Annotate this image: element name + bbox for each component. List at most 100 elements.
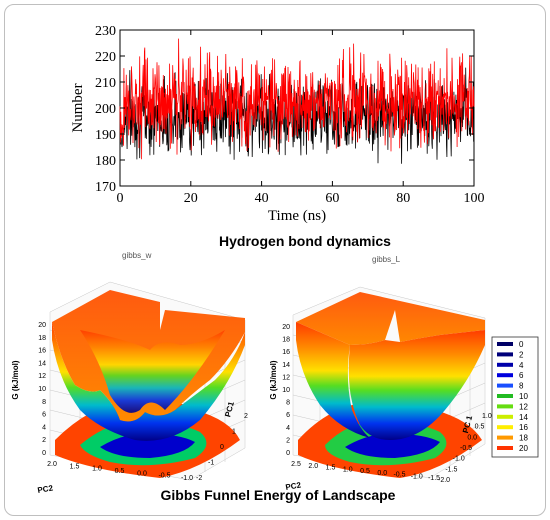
x-tick-label: 1.0 (343, 466, 353, 473)
z-tick-label: 12 (282, 374, 290, 381)
y-tick-label: 190 (95, 128, 116, 143)
surface-funnel (80, 330, 225, 413)
z-tick-label: 20 (38, 322, 46, 329)
y-tick-label: 230 (95, 24, 116, 39)
colorbar-level-label: 10 (519, 392, 528, 401)
z-axis-label: G (kJ/mol) (269, 360, 278, 399)
z-tick-label: 14 (282, 362, 290, 369)
z-tick-label: 16 (282, 349, 290, 356)
z-tick-label: 4 (42, 424, 46, 431)
z-tick-label: 12 (38, 373, 46, 380)
hbond-line-chart: 0 20 40 60 80 100 170 180 190 200 210 220 230 Time (… (70, 24, 485, 224)
colorbar-level-label: 4 (519, 361, 524, 370)
y-tick-label: -1 (208, 460, 214, 467)
x-tick-label: -1.5 (428, 475, 440, 482)
x-tick-label: 0.5 (115, 468, 125, 475)
colorbar-level-label: 12 (519, 402, 528, 411)
z-tick-label: 6 (286, 412, 290, 419)
colorbar-level-label: 18 (519, 434, 528, 443)
x-tick-label: 2.0 (47, 461, 57, 468)
bottom-caption: Gibbs Funnel Energy of Landscape (161, 487, 396, 503)
y-tick-label: 2 (244, 413, 248, 420)
y-tick-label: 1 (232, 429, 236, 436)
y-axis-ticks: -2.0 -1.5 -1.0 -0.5 0.0 0.5 1.0 (438, 413, 492, 484)
x-tick-label: 0.0 (377, 470, 387, 477)
x-tick-label: 0 (117, 191, 124, 206)
z-tick-label: 18 (38, 335, 46, 342)
x-tick-label: 0.5 (360, 468, 370, 475)
z-tick-label: 16 (38, 348, 46, 355)
line-axes: 0 20 40 60 80 100 170 180 190 200 210 220 230 (95, 24, 485, 206)
x-tick-label: -1.0 (411, 473, 423, 480)
x-tick-label: 2.0 (308, 463, 318, 470)
x-tick-label: 1.0 (92, 466, 102, 473)
colorbar-swatch (497, 446, 513, 450)
x-tick-label: 80 (396, 191, 410, 206)
surface-wall-left (296, 322, 370, 438)
y-tick-label: -0.5 (460, 445, 472, 452)
z-axis-label: G (kJ/mol) (11, 360, 20, 399)
y-tick-label: -1.5 (445, 466, 457, 473)
x-tick-label: 100 (464, 191, 485, 206)
surface-funnel (348, 330, 485, 440)
z-tick-label: 14 (38, 360, 46, 367)
z-tick-label: 0 (286, 450, 290, 457)
x-tick-label: 0.0 (137, 470, 147, 477)
colorbar-swatch (497, 352, 513, 357)
z-tick-label: 8 (42, 399, 46, 406)
z-tick-label: 8 (286, 400, 290, 407)
x-tick-label: 1.5 (326, 465, 336, 472)
z-tick-label: 18 (282, 337, 290, 344)
y-tick-label: 200 (95, 102, 116, 117)
surface-floor-basin (100, 433, 195, 458)
colorbar-level-label: 2 (519, 350, 524, 359)
x-tick-label: 40 (255, 191, 269, 206)
y-tick-label: 0 (220, 444, 224, 451)
x-tick-label: 20 (184, 191, 198, 206)
y-tick-label: 180 (95, 154, 116, 169)
colorbar-swatch (497, 414, 513, 419)
colorbar-swatch (497, 362, 513, 367)
y-axis-ticks: -2 -1 0 1 2 (196, 413, 248, 482)
colorbar-swatch (497, 435, 513, 440)
y-tick-label: 1.0 (482, 413, 492, 420)
colorbar-swatch (497, 394, 513, 398)
z-tick-label: 0 (42, 450, 46, 457)
y-axis-label: PC1 (223, 400, 236, 418)
z-axis-ticks: 0 2 4 6 8 10 12 14 16 18 20 (282, 324, 290, 457)
surface-floor-basin (345, 433, 440, 458)
x-tick-label: -0.5 (158, 473, 170, 480)
surface-top (296, 292, 485, 345)
y-tick-label: -2 (196, 475, 202, 482)
y-tick-label: 0.5 (475, 424, 485, 431)
colorbar-swatch (497, 425, 513, 430)
y-tick-label: 220 (95, 50, 116, 65)
surface-wall (52, 322, 245, 441)
colorbar-level-label: 6 (519, 371, 524, 380)
colorbar-level-label: 20 (519, 444, 528, 453)
colorbar-swatch (497, 404, 513, 409)
y-axis-label: Number (70, 83, 86, 132)
x-axis-ticks: 2.5 2.0 1.5 1.0 0.5 0.0 -0.5 -1.0 -1.5 (291, 461, 440, 482)
colorbar-level-label: 16 (519, 423, 528, 432)
y-tick-label: -1.0 (453, 456, 465, 463)
colorbar-swatch (497, 373, 513, 378)
x-tick-label: 1.5 (70, 463, 80, 470)
x-axis-label: PC2 (285, 480, 302, 492)
x-axis-label: Time (ns) (268, 208, 326, 224)
colorbar-level-label: 8 (519, 382, 524, 391)
surface-title: gibbs_L (372, 255, 401, 264)
x-tick-label: 2.5 (291, 461, 301, 468)
z-tick-label: 10 (38, 386, 46, 393)
z-axis-ticks: 0 2 4 6 8 10 12 14 16 18 20 (38, 322, 46, 457)
colorbar-swatch (497, 383, 513, 388)
colorbar-level-label: 0 (519, 340, 524, 349)
y-tick-label: 170 (95, 180, 116, 195)
colorbar-level-label: 14 (519, 413, 528, 422)
gibbs-surface-right: gibbs_L 0 2 4 6 8 10 12 14 16 18 20 G (kJ/mol) 2.5… (269, 255, 492, 492)
x-tick-label: -1.0 (181, 475, 193, 482)
z-tick-label: 10 (282, 387, 290, 394)
z-tick-label: 4 (286, 425, 290, 432)
